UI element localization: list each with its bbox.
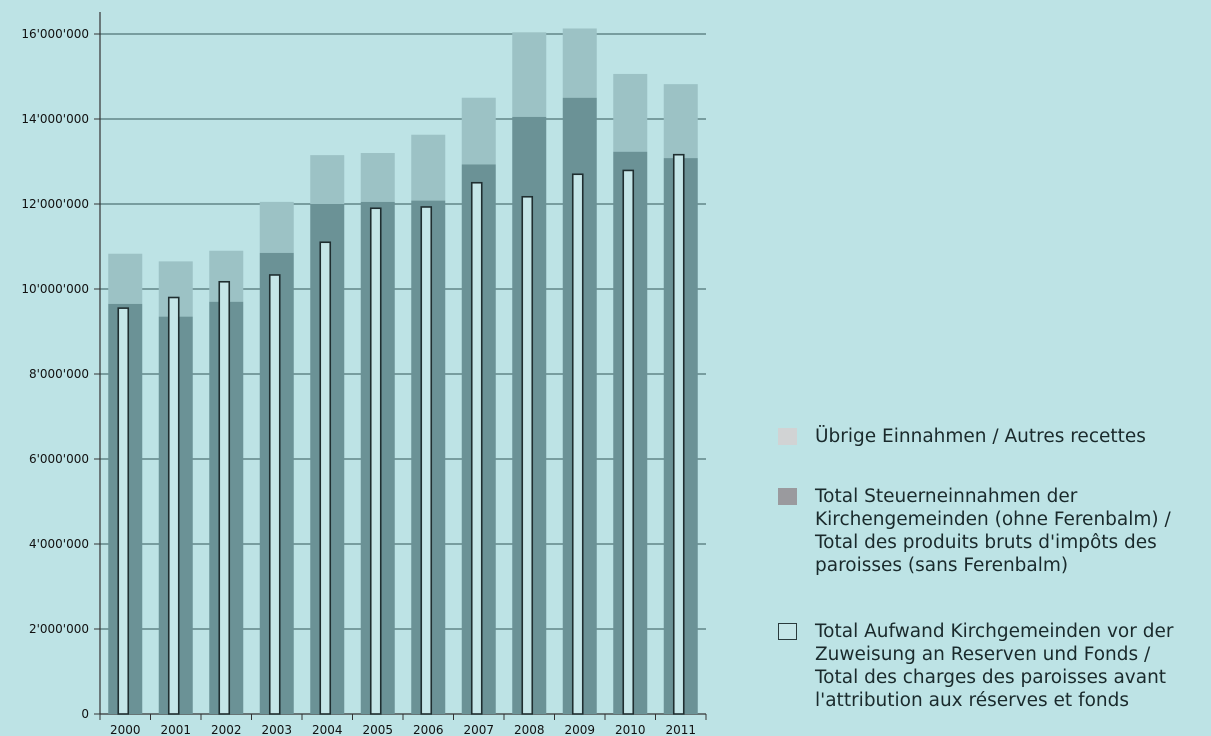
bar-other-income	[310, 155, 345, 204]
y-tick-labels: 0 2'000'000 4'000'000 6'000'000 8'000'000 10'…	[21, 27, 89, 721]
x-tick-label: 2000	[110, 723, 141, 736]
y-tick-label: 10'000'000	[21, 282, 89, 296]
y-tick-label: 6'000'000	[29, 452, 89, 466]
y-tick-label: 16'000'000	[21, 27, 89, 41]
legend-item-tax-revenue: Total Steuerneinnahmen der Kirchengemein…	[778, 485, 1211, 577]
bar-other-income	[562, 28, 597, 98]
bar-other-income	[411, 134, 446, 201]
x-tick-label: 2005	[362, 723, 393, 736]
x-tick-labels: 2000 2001 2002 2003 2004 2005 2006 2007 2008 2009…	[110, 723, 696, 736]
bar-total-expenses	[319, 241, 332, 715]
legend-swatch-tax-revenue	[778, 488, 797, 505]
y-tick-label: 12'000'000	[21, 197, 89, 211]
bar-total-expenses	[571, 173, 584, 715]
legend-swatch-other-income	[778, 428, 797, 445]
legend-label-other-income: Übrige Einnahmen / Autres recettes	[815, 426, 1146, 447]
bar-total-expenses	[369, 207, 382, 715]
bar-other-income	[461, 97, 496, 165]
bar-total-expenses	[521, 195, 534, 715]
axes	[94, 12, 707, 720]
x-tick-label: 2011	[665, 723, 696, 736]
x-tick-label: 2002	[211, 723, 242, 736]
legend-label-total-expenses: Total Aufwand Kirchgemeinden vor der Zuw…	[815, 621, 1174, 711]
bar-total-expenses	[218, 280, 231, 715]
bar-other-income	[360, 153, 395, 202]
bar-other-income	[512, 32, 547, 117]
legend-label-tax-revenue: Total Steuerneinnahmen der Kirchengemein…	[815, 486, 1171, 576]
x-tick-label: 2004	[312, 723, 343, 736]
x-tick-label: 2001	[160, 723, 191, 736]
y-tick-label: 2'000'000	[29, 622, 89, 636]
bar-other-income	[663, 84, 698, 159]
legend-item-other-income: Übrige Einnahmen / Autres recettes	[778, 425, 1211, 448]
bar-total-expenses	[117, 307, 130, 715]
bars	[108, 28, 698, 715]
bar-total-expenses	[268, 274, 281, 715]
bar-other-income	[108, 253, 143, 304]
x-tick-label: 2009	[564, 723, 595, 736]
x-tick-label: 2003	[261, 723, 292, 736]
x-tick-label: 2010	[615, 723, 646, 736]
bar-total-expenses	[167, 296, 180, 715]
bar-total-expenses	[470, 181, 483, 715]
legend-item-total-expenses: Total Aufwand Kirchgemeinden vor der Zuw…	[778, 620, 1211, 712]
y-tick-label: 14'000'000	[21, 112, 89, 126]
bar-other-income	[613, 73, 648, 152]
y-tick-label: 4'000'000	[29, 537, 89, 551]
bar-total-expenses	[622, 169, 635, 715]
x-tick-label: 2007	[463, 723, 494, 736]
y-tick-label: 8'000'000	[29, 367, 89, 381]
bar-other-income	[259, 201, 294, 253]
gridlines	[100, 33, 706, 630]
y-tick-label: 0	[81, 707, 89, 721]
bar-total-expenses	[672, 153, 685, 715]
x-tick-label: 2008	[514, 723, 545, 736]
x-tick-label: 2006	[413, 723, 444, 736]
bar-total-expenses	[420, 206, 433, 715]
legend-swatch-total-expenses	[778, 623, 797, 640]
